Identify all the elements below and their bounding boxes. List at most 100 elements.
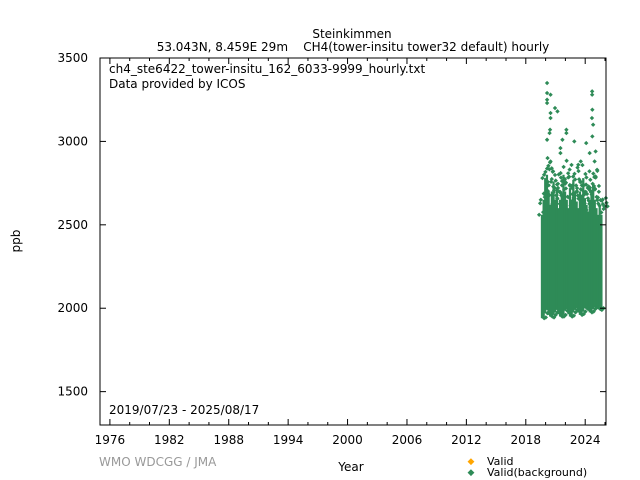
x-tick-label: 1982 bbox=[154, 433, 185, 447]
data-point bbox=[594, 194, 599, 200]
data-point bbox=[540, 175, 545, 181]
data-point bbox=[544, 97, 550, 102]
data-point bbox=[555, 195, 560, 201]
data-point bbox=[564, 130, 569, 136]
data-point bbox=[572, 177, 578, 182]
data-band bbox=[578, 191, 582, 315]
data-point bbox=[592, 159, 597, 164]
data-point bbox=[565, 308, 570, 313]
data-point bbox=[590, 181, 595, 186]
data-point bbox=[567, 167, 572, 172]
data-point bbox=[544, 166, 550, 171]
data-point bbox=[555, 181, 561, 186]
data-point bbox=[548, 115, 553, 121]
data-band bbox=[587, 211, 590, 311]
data-point bbox=[556, 189, 562, 194]
data-band bbox=[563, 191, 567, 311]
legend-label-valid: Valid bbox=[487, 455, 514, 468]
data-point bbox=[556, 172, 561, 177]
data-band bbox=[595, 208, 598, 307]
data-point bbox=[547, 192, 552, 198]
data-point bbox=[587, 169, 592, 174]
data-point bbox=[552, 105, 558, 111]
file-label: ch4_ste6422_tower-insitu_162_6033-9999_h… bbox=[109, 62, 425, 76]
legend-marker-valid-background: ◆ bbox=[468, 468, 475, 478]
data-band bbox=[542, 199, 545, 318]
data-point bbox=[591, 200, 596, 206]
data-point bbox=[564, 127, 569, 132]
data-band bbox=[568, 188, 572, 317]
data-band bbox=[547, 191, 550, 315]
data-band bbox=[573, 191, 577, 310]
data-point bbox=[594, 305, 600, 310]
data-point bbox=[566, 174, 572, 179]
data-point bbox=[583, 309, 588, 314]
data-point bbox=[593, 149, 598, 154]
data-point bbox=[583, 189, 588, 194]
data-band bbox=[554, 199, 557, 313]
data-point bbox=[552, 185, 557, 191]
data-point bbox=[575, 165, 580, 170]
data-point bbox=[550, 169, 555, 174]
data-point bbox=[549, 166, 554, 171]
credit-label: WMO WDCGG / JMA bbox=[99, 455, 217, 469]
data-point bbox=[548, 179, 554, 184]
data-band bbox=[565, 199, 568, 310]
data-point bbox=[541, 191, 547, 196]
data-point bbox=[565, 194, 570, 199]
data-band bbox=[545, 174, 549, 310]
data-point bbox=[589, 115, 595, 121]
data-point bbox=[578, 159, 583, 164]
data-point bbox=[574, 189, 579, 195]
data-point bbox=[595, 197, 600, 203]
data-band bbox=[582, 178, 585, 312]
data-band bbox=[592, 184, 595, 310]
data-point bbox=[580, 162, 585, 168]
data-point bbox=[571, 313, 577, 318]
data-point bbox=[593, 306, 598, 312]
plot-marks bbox=[536, 80, 610, 321]
data-point bbox=[599, 210, 604, 215]
data-point bbox=[589, 192, 595, 197]
data-point bbox=[565, 171, 571, 176]
data-point bbox=[573, 202, 578, 207]
plot-frame bbox=[99, 57, 607, 426]
data-point bbox=[554, 192, 559, 198]
legend: ◆ Valid ◆ Valid(background) bbox=[468, 455, 588, 479]
data-point bbox=[563, 181, 568, 186]
data-band bbox=[544, 178, 547, 314]
data-point bbox=[547, 127, 553, 132]
x-axis-label: Year bbox=[337, 460, 363, 474]
data-point bbox=[563, 312, 568, 318]
data-band bbox=[593, 199, 596, 308]
data-band bbox=[570, 199, 573, 316]
data-point bbox=[594, 167, 600, 172]
data-point bbox=[569, 185, 575, 191]
x-tick-label: 2018 bbox=[511, 433, 542, 447]
x-tick-label: 1994 bbox=[273, 433, 304, 447]
data-point bbox=[551, 315, 557, 320]
data-band bbox=[560, 193, 563, 317]
data-band bbox=[550, 191, 554, 318]
data-point bbox=[572, 171, 577, 176]
data-point bbox=[589, 89, 595, 94]
data-point bbox=[573, 310, 578, 315]
data-band bbox=[590, 191, 593, 312]
data-point bbox=[569, 162, 574, 168]
data-point bbox=[548, 110, 553, 116]
data-point bbox=[553, 178, 558, 183]
data-point bbox=[584, 175, 589, 180]
data-point bbox=[571, 195, 576, 201]
data-point bbox=[586, 184, 591, 189]
data-point bbox=[567, 182, 573, 188]
y-tick-label: 3000 bbox=[57, 134, 88, 148]
data-point bbox=[564, 158, 569, 163]
x-tick-label: 1976 bbox=[95, 433, 126, 447]
data-point bbox=[546, 183, 551, 188]
provider-label: Data provided by ICOS bbox=[109, 77, 245, 91]
data-point bbox=[576, 162, 581, 167]
data-point bbox=[558, 175, 564, 180]
data-point bbox=[541, 172, 547, 177]
data-band bbox=[577, 208, 580, 313]
